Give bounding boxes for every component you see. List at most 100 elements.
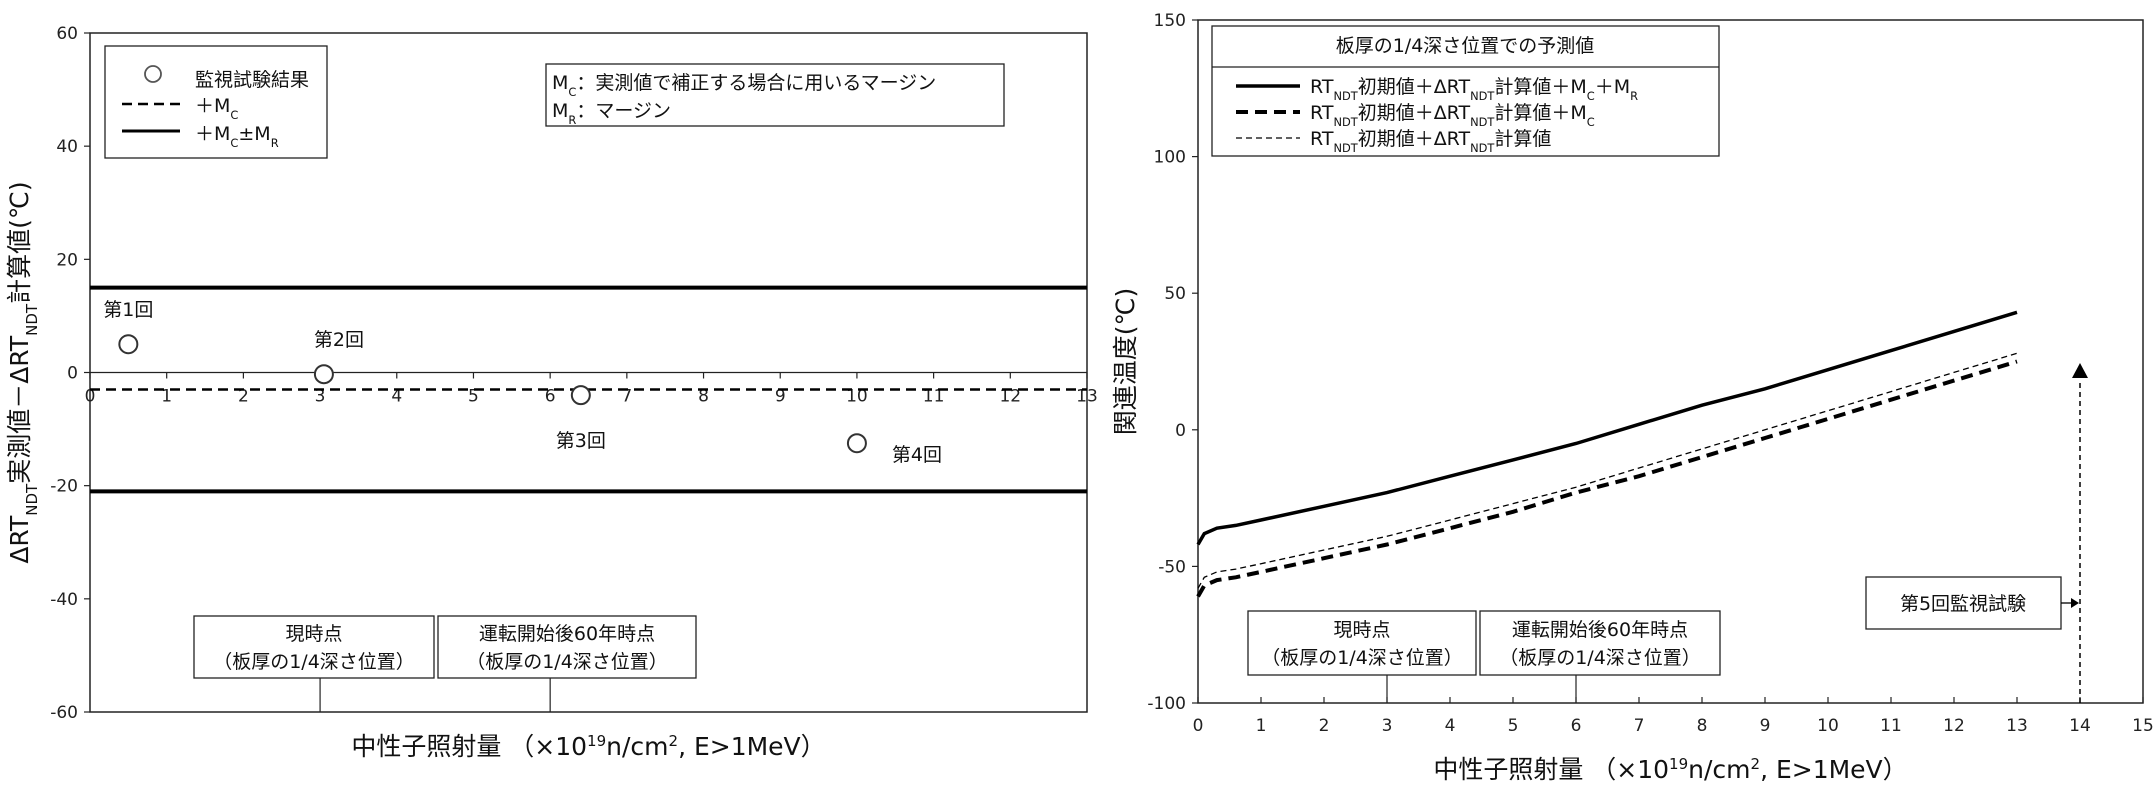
right-legend-box — [1211, 25, 1720, 157]
left-x-axis-title: 中性子照射量 （×1019n/cm2, E>1MeV） — [351, 732, 825, 761]
right-marker-line-2: （板厚の1/4深さ位置） — [1261, 647, 1463, 669]
left-xtick-label: 7 — [621, 387, 632, 407]
left-marker-line-1: 運転開始後60年時点 — [479, 623, 655, 645]
left-data-point — [118, 334, 139, 355]
right-series-line — [1197, 352, 2018, 589]
right-ytick-label: 100 — [1154, 148, 1186, 168]
right-xtick-label: 12 — [1943, 716, 1965, 736]
left-legend-mc-label-part: C — [230, 108, 238, 122]
right-ytick-label: 50 — [1164, 284, 1186, 304]
right-ytick-label: 150 — [1154, 11, 1186, 31]
left-xtick-label: 6 — [545, 387, 556, 407]
right-ytick-label: -50 — [1158, 557, 1186, 577]
right-xtick-label: 4 — [1445, 716, 1456, 736]
left-note-line-2: MR：マージン — [552, 100, 671, 127]
left-marker-line-2: （板厚の1/4深さ位置） — [466, 651, 668, 673]
left-legend-mr-label-part: R — [271, 136, 279, 150]
left-legend-box — [104, 45, 328, 159]
left-x-axis-title-part: , E>1MeV） — [678, 732, 826, 761]
left-point-label: 第3回 — [556, 430, 606, 452]
right-series-line — [1196, 310, 2018, 546]
right-legend-series-label-part: C — [1587, 115, 1595, 129]
right-legend-title: 板厚の1/4深さ位置での予測値 — [1336, 35, 1595, 57]
right-legend-series-label-part: 計算値＋M — [1494, 102, 1586, 124]
right-arrow-label-part: 第5回監視試験 — [1900, 593, 2026, 615]
right-series-line — [1196, 359, 2018, 598]
right-legend-series-label: RTNDT初期値＋ΔRTNDT計算値＋MC＋MR — [1310, 76, 1638, 103]
right-xtick-label: 5 — [1508, 716, 1519, 736]
right-xtick-label: 14 — [2069, 716, 2091, 736]
left-x-axis-title-part: （×10 — [501, 732, 587, 761]
left-marker-line-2-part: （板厚の1/4深さ位置） — [466, 651, 668, 673]
left-y-axis-title-part: ΔRT — [5, 515, 34, 564]
right-plot-frame — [1197, 19, 2144, 704]
right-legend-series-label-part: RT — [1310, 76, 1334, 98]
right-marker-line-2-part: （板厚の1/4深さ位置） — [1499, 647, 1701, 669]
left-ytick-label: -40 — [50, 590, 78, 610]
left-xtick-label: 5 — [468, 387, 479, 407]
right-marker-line-1: 運転開始後60年時点 — [1512, 619, 1688, 641]
left-note-line-1-part: C — [568, 85, 576, 99]
left-marker-line-1: 現時点 — [285, 623, 342, 645]
left-legend-points-label-part: 監視試験結果 — [195, 69, 309, 91]
right-x-axis-title-part: 19 — [1669, 755, 1688, 773]
right-legend-series-label-part: 初期値＋ΔRT — [1358, 76, 1471, 98]
right-marker-line-2: （板厚の1/4深さ位置） — [1499, 647, 1701, 669]
left-ytick-label: -20 — [50, 477, 78, 497]
left-y-axis-title-part: 計算値(℃) — [5, 181, 34, 304]
right-x-axis-title-part: 2 — [1751, 755, 1761, 773]
left-ytick-label: 60 — [56, 24, 78, 44]
right-x-axis-title-part: n/cm — [1688, 755, 1750, 784]
right-xtick-label: 15 — [2132, 716, 2154, 736]
right-legend-series-label-part: NDT — [1333, 141, 1357, 155]
left-note-line-2-part: ：マージン — [576, 100, 671, 122]
left-note-line-1-part: M — [552, 72, 568, 94]
left-marker-line-2: （板厚の1/4深さ位置） — [213, 651, 415, 673]
right-legend-series-label-part: 初期値＋ΔRT — [1358, 102, 1471, 124]
right-legend-series-label-part: NDT — [1470, 89, 1494, 103]
right-xtick-label: 10 — [1817, 716, 1839, 736]
left-x-axis-title-part: 中性子照射量 — [351, 732, 501, 761]
right-arrow-label-box — [1865, 576, 2062, 630]
left-legend-point-symbol — [144, 65, 162, 83]
right-marker-line-1: 現時点 — [1333, 619, 1390, 641]
right-legend-series-label-part: RT — [1310, 128, 1334, 150]
right-xtick-label: 3 — [1382, 716, 1393, 736]
left-marker-line-1-part: 現時点 — [285, 623, 342, 645]
left-note-line-2-part: R — [568, 113, 576, 127]
right-legend-series-label-part: C — [1587, 89, 1595, 103]
left-legend-mr-label-part: ＋M — [195, 123, 230, 145]
left-point-label: 第1回 — [103, 299, 153, 321]
right-xtick-label: 2 — [1319, 716, 1330, 736]
left-x-axis-title-part: n/cm — [606, 732, 668, 761]
left-legend-mr-label: ＋MC±MR — [195, 123, 279, 150]
left-y-axis-title-part: 実測値－ΔRT — [5, 335, 34, 484]
right-legend-series-label-part: NDT — [1470, 141, 1494, 155]
left-legend-mc-label: ＋MC — [195, 95, 238, 122]
left-data-point — [570, 385, 591, 406]
right-legend-title-part: 板厚の1/4深さ位置での予測値 — [1336, 35, 1595, 57]
left-ytick-label: -60 — [50, 703, 78, 723]
right-arrow-pointer-head — [2071, 598, 2079, 608]
right-xtick-label: 11 — [1880, 716, 1902, 736]
right-xtick-label: 6 — [1571, 716, 1582, 736]
left-y-axis-title: ΔRTNDT実測値－ΔRTNDT計算値(℃) — [5, 181, 41, 563]
right-legend-series-label-part: R — [1630, 89, 1638, 103]
right-legend-series-label-part: ＋M — [1595, 76, 1630, 98]
right-xtick-label: 1 — [1256, 716, 1267, 736]
left-xtick-label: 8 — [698, 387, 709, 407]
right-arrow-label: 第5回監視試験 — [1900, 593, 2026, 615]
left-legend-mr-label-part: C — [230, 136, 238, 150]
right-xtick-label: 8 — [1697, 716, 1708, 736]
right-legend-series-label: RTNDT初期値＋ΔRTNDT計算値 — [1310, 128, 1551, 155]
right-x-axis-title: 中性子照射量 （×1019n/cm2, E>1MeV） — [1433, 755, 1907, 784]
left-point-label: 第2回 — [314, 329, 364, 351]
left-marker-line-1-part: 運転開始後60年時点 — [479, 623, 655, 645]
left-xtick-label: 3 — [315, 387, 326, 407]
left-data-point — [846, 433, 867, 454]
left-xtick-label: 1 — [161, 387, 172, 407]
left-point-label: 第4回 — [892, 444, 942, 466]
left-marker-box — [193, 615, 435, 679]
right-legend-series-label-part: 計算値＋M — [1494, 76, 1586, 98]
